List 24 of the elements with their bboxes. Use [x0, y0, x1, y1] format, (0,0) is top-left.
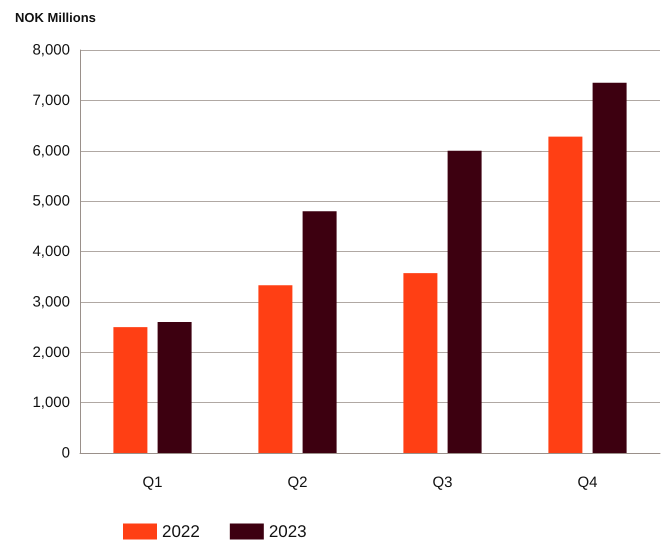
bar [592, 82, 627, 453]
bar [302, 211, 337, 453]
bar [403, 273, 438, 453]
y-tick-label: 1,000 [32, 394, 70, 412]
legend-label: 2022 [162, 522, 200, 541]
y-tick-label: 3,000 [32, 293, 70, 310]
legend-label: 2023 [268, 522, 307, 541]
bar [158, 322, 192, 453]
y-axis-title: NOK Millions [15, 10, 96, 25]
bar [448, 150, 482, 453]
x-tick-label: Q2 [287, 474, 308, 491]
y-tick-label: 6,000 [32, 142, 70, 160]
y-tick-label: 4,000 [32, 243, 70, 260]
y-tick-label: 7,000 [32, 92, 70, 109]
y-tick-label: 2,000 [32, 344, 70, 361]
x-tick-label: Q4 [577, 474, 598, 491]
bar [258, 285, 292, 453]
y-tick-label: 0 [62, 444, 70, 462]
bar [113, 327, 148, 453]
y-tick-label: 5,000 [32, 192, 70, 210]
x-tick-label: Q3 [432, 474, 453, 491]
x-tick-label: Q1 [142, 474, 163, 491]
y-tick-label: 8,000 [32, 42, 70, 58]
bar [548, 136, 582, 453]
